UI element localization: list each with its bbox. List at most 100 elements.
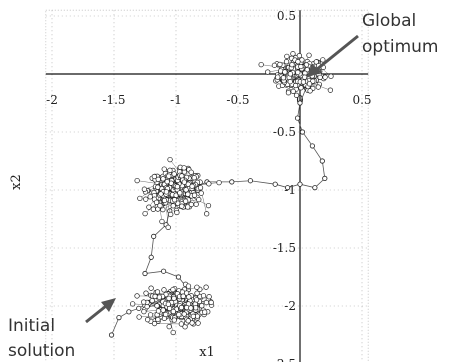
cluster-3 — [130, 281, 215, 336]
cluster-point — [200, 293, 207, 299]
annotation-initial-label: Initial — [8, 316, 55, 336]
cluster-point — [160, 307, 166, 313]
cluster-point — [141, 299, 147, 305]
cluster-point — [195, 320, 201, 326]
cluster-point — [160, 176, 166, 182]
cluster-point — [161, 197, 168, 204]
cluster-point — [174, 184, 180, 190]
y-tick-label: 0.5 — [277, 9, 296, 23]
cluster-point — [157, 202, 163, 209]
cluster-point — [155, 308, 162, 314]
cluster-point — [208, 299, 214, 306]
cluster-point — [277, 68, 284, 74]
trajectory-point — [161, 268, 167, 274]
x-tick-label: -1 — [170, 93, 182, 107]
cluster-point — [197, 185, 204, 191]
cluster-point — [159, 218, 165, 225]
cluster-point — [183, 187, 189, 193]
cluster-point — [287, 71, 294, 77]
cluster-point — [295, 69, 301, 75]
cluster-point — [171, 197, 178, 203]
cluster-point — [142, 210, 148, 217]
cluster-point — [277, 61, 283, 68]
cluster-point — [289, 62, 295, 68]
cluster-point — [144, 317, 151, 323]
trajectory-point — [229, 179, 235, 185]
cluster-point — [285, 90, 292, 96]
cluster-point — [298, 63, 304, 70]
arrow-global-optimum-icon — [306, 34, 359, 78]
cluster-point — [130, 301, 136, 307]
cluster-point — [146, 204, 152, 210]
cluster-point — [171, 317, 177, 323]
cluster-point — [136, 314, 142, 320]
trajectory-point — [322, 175, 328, 181]
cluster-point — [158, 191, 164, 197]
cluster-point — [284, 53, 290, 59]
cluster-point — [181, 311, 187, 317]
trajectory-point — [284, 185, 291, 191]
cluster-point — [151, 173, 158, 180]
trajectory-point — [247, 178, 253, 184]
cluster-point — [185, 191, 191, 197]
trajectory-point — [116, 314, 122, 321]
cluster-point — [137, 195, 143, 202]
cluster-point — [154, 303, 160, 309]
cluster-point — [134, 177, 140, 184]
cluster-point — [180, 293, 186, 299]
x-tick-label: 0 — [296, 93, 304, 107]
cluster-point — [171, 295, 177, 301]
cluster-point — [307, 88, 313, 94]
cluster-point — [193, 297, 200, 303]
cluster-point — [166, 295, 172, 301]
cluster-point — [302, 74, 308, 80]
trajectory-point — [108, 332, 115, 338]
cluster-point — [295, 58, 301, 65]
cluster-point — [293, 92, 300, 98]
cluster-point — [313, 59, 319, 65]
cluster-point — [317, 74, 323, 80]
cluster-point — [165, 224, 171, 230]
cluster-point — [164, 179, 170, 185]
cluster-point — [194, 284, 200, 290]
trajectory-point — [136, 305, 142, 311]
cluster-point — [188, 305, 194, 311]
cluster-point — [151, 320, 158, 327]
cluster-point — [199, 303, 205, 309]
cluster-point — [147, 312, 154, 318]
cluster-point — [161, 166, 167, 172]
cluster-point — [171, 171, 177, 177]
point-clusters — [130, 51, 334, 336]
cluster-point — [282, 69, 288, 75]
trajectory-point — [151, 233, 157, 239]
cluster-2 — [134, 156, 222, 230]
cluster-point — [143, 196, 149, 202]
cluster-point — [149, 297, 155, 304]
cluster-point — [155, 184, 161, 190]
cluster-point — [143, 290, 149, 296]
trajectory-point — [126, 309, 132, 315]
y-axis-label: x2 — [9, 174, 24, 190]
x-tick-label: -0.5 — [226, 93, 249, 107]
cluster-point — [290, 51, 296, 57]
cluster-point — [141, 186, 148, 192]
cluster-point — [283, 59, 290, 65]
cluster-point — [292, 82, 299, 89]
cluster-point — [170, 308, 176, 315]
trajectory-point — [319, 158, 325, 164]
cluster-point — [155, 316, 161, 323]
cluster-point — [202, 309, 208, 315]
cluster-point — [296, 52, 303, 59]
cluster-point — [168, 211, 174, 218]
cluster-point — [196, 196, 202, 203]
y-tick-label: -2 — [284, 299, 296, 313]
cluster-point — [163, 311, 169, 318]
cluster-point — [194, 290, 200, 296]
cluster-point — [188, 201, 194, 208]
cluster-point — [320, 57, 326, 63]
cluster-point — [153, 199, 160, 206]
y-tick-label: -2.5 — [273, 357, 296, 362]
cluster-point — [205, 202, 212, 209]
cluster-point — [166, 323, 172, 330]
